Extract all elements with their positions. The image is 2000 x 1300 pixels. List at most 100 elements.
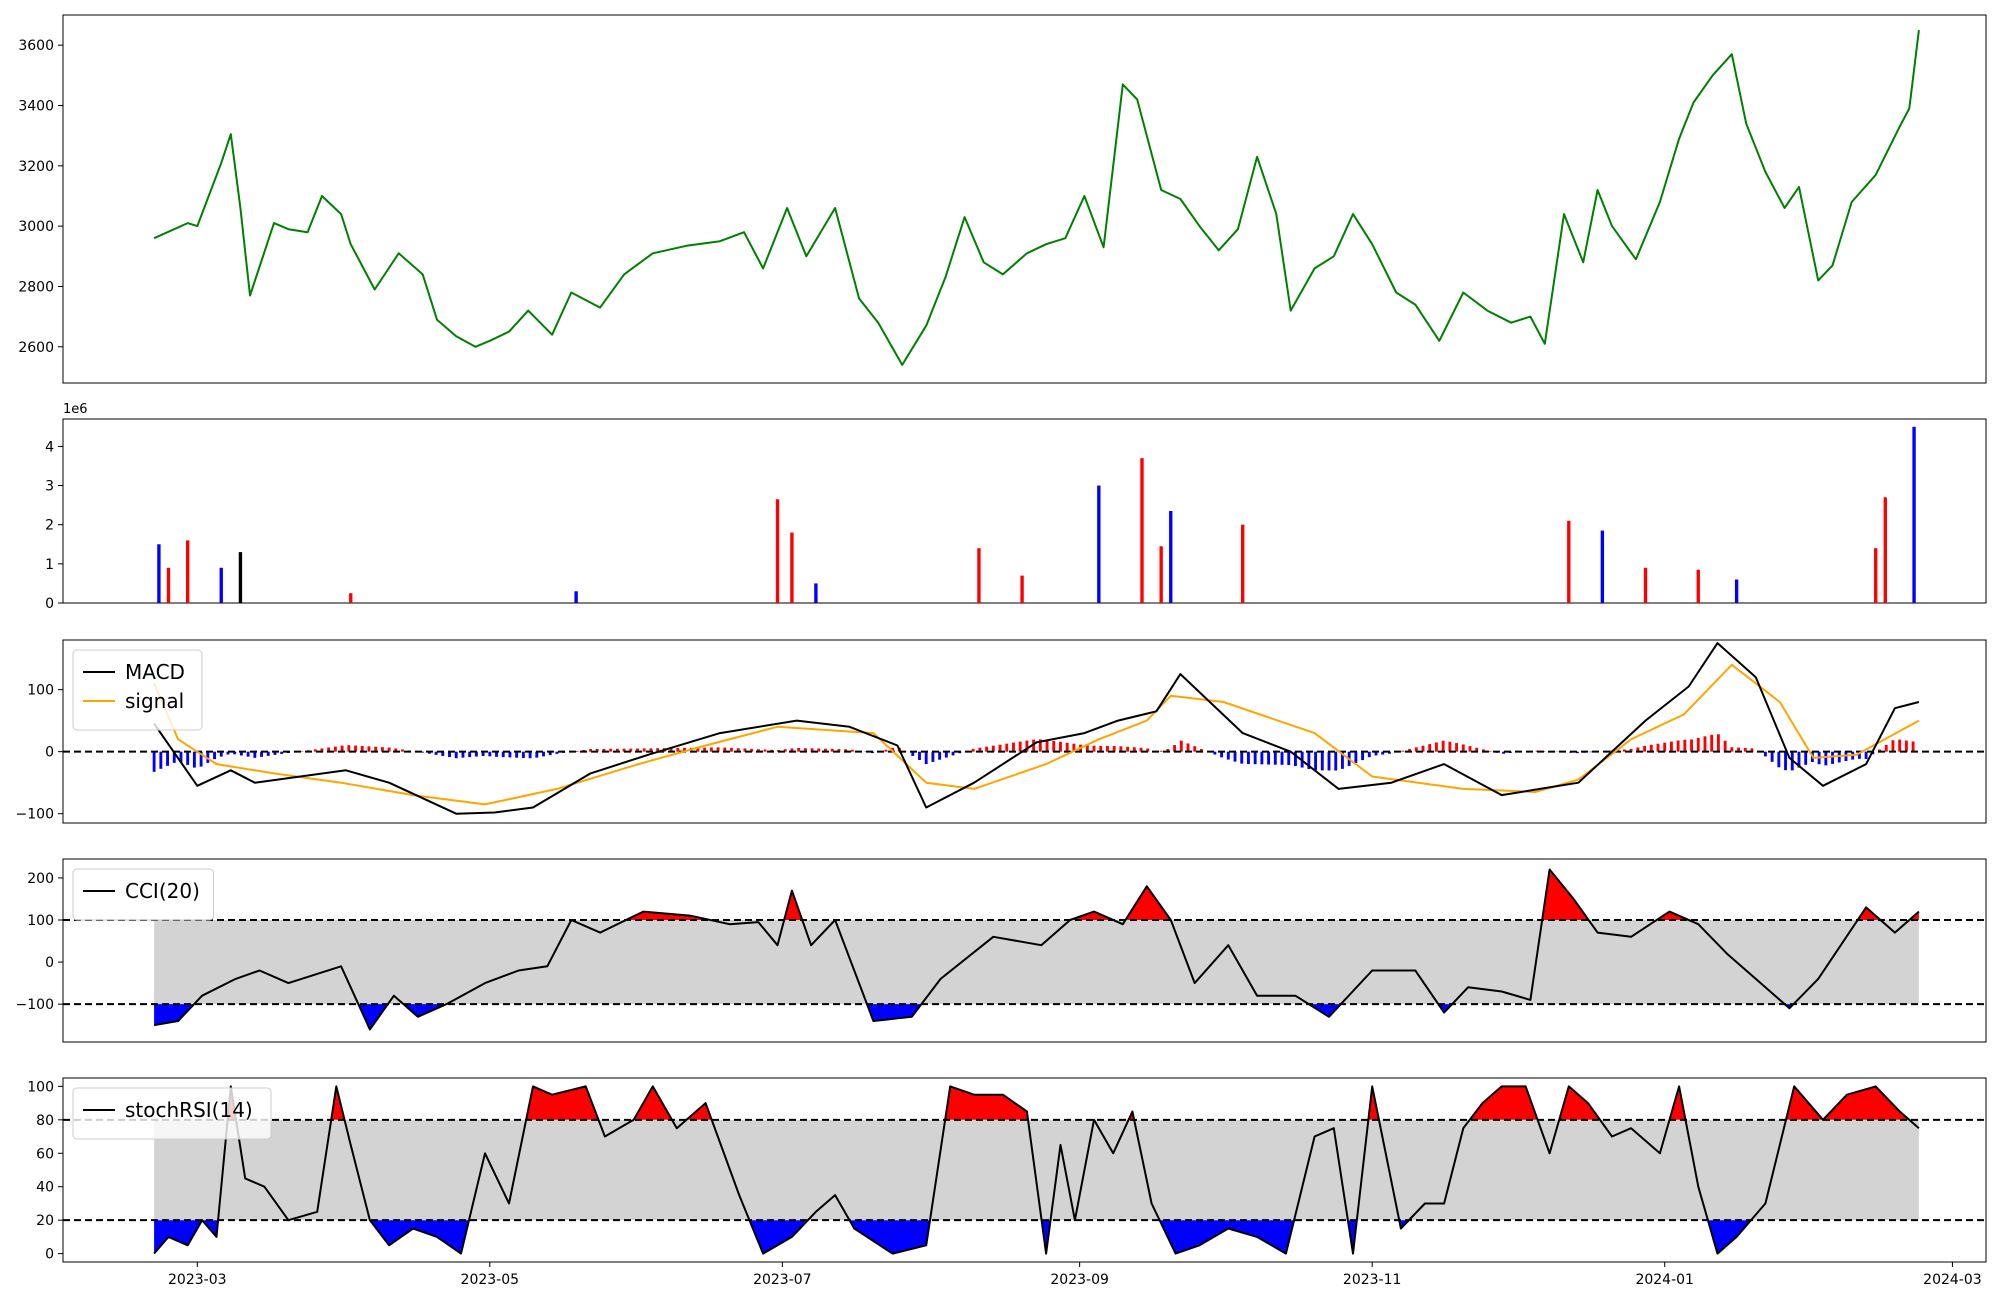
macd-histogram-bar	[931, 751, 935, 762]
macd-histogram-bar	[495, 751, 498, 757]
cci-overbought-fill	[784, 890, 803, 920]
volume-bar	[1159, 546, 1163, 603]
x-tick-label: 2024-01	[1635, 1272, 1694, 1288]
macd-histogram-bar	[1784, 751, 1787, 771]
macd-histogram-bar	[1434, 742, 1438, 752]
stochrsi-overbought-fill	[1786, 1086, 1910, 1120]
macd-histogram-bar	[703, 747, 707, 752]
macd-histogram-bar	[501, 751, 505, 758]
macd-histogram-bar	[152, 751, 156, 772]
macd-histogram-bar	[575, 750, 579, 752]
macd-histogram-bar	[924, 751, 928, 765]
macd-histogram-bar	[1045, 740, 1049, 752]
macd-histogram-bar	[1804, 751, 1808, 765]
macd-histogram-bar	[918, 751, 921, 760]
macd-histogram-bar	[1059, 741, 1062, 752]
macd-histogram-bar	[1367, 751, 1371, 758]
macd-histogram-bar	[844, 749, 848, 752]
macd-histogram-bar	[1421, 745, 1425, 752]
y-tick-label: 1	[45, 557, 54, 573]
macd-histogram-bar	[830, 748, 834, 752]
macd-histogram-bar	[636, 748, 639, 752]
volume-bar	[157, 544, 161, 603]
macd-histogram-bar	[1676, 740, 1680, 752]
macd-histogram-bar	[1857, 751, 1861, 759]
macd-histogram-bar	[971, 748, 975, 752]
macd-histogram-bar	[374, 746, 378, 752]
macd-histogram-bar	[797, 747, 801, 752]
macd-histogram-bar	[206, 751, 210, 763]
macd-histogram-bar	[380, 747, 384, 752]
legend-label: MACD	[125, 660, 185, 684]
macd-histogram-bar	[1179, 740, 1183, 752]
macd-histogram-bar	[360, 745, 364, 752]
macd-histogram-bar	[730, 747, 733, 752]
volume-bar	[1643, 567, 1648, 603]
volume-bar	[1140, 458, 1144, 603]
macd-histogram-bar	[347, 745, 351, 752]
cci-band	[154, 920, 1919, 1005]
volume-bar	[349, 593, 353, 603]
macd-histogram-bar	[716, 747, 720, 752]
macd-histogram-bar	[1307, 751, 1311, 770]
stochrsi-oversold-fill	[369, 1220, 469, 1254]
y-tick-label: 80	[36, 1113, 54, 1129]
macd-histogram-bar	[1005, 743, 1009, 752]
macd-histogram-bar	[1777, 751, 1781, 768]
volume-bar	[166, 567, 171, 603]
macd-histogram-bar	[1267, 751, 1271, 765]
cci-oversold-fill	[1308, 1004, 1341, 1017]
macd-histogram-bar	[1589, 751, 1593, 753]
macd-histogram-bar	[1743, 747, 1747, 752]
macd-histogram-bar	[1904, 740, 1908, 752]
macd-histogram-bar	[192, 751, 196, 768]
macd-histogram-bar	[226, 751, 230, 755]
macd-histogram-bar	[1636, 747, 1640, 752]
volume-bar	[814, 583, 818, 603]
macd-histogram-bar	[629, 748, 633, 752]
macd-histogram-bar	[1273, 751, 1277, 765]
macd-histogram-bar	[649, 748, 653, 752]
macd-histogram-bar	[1173, 745, 1177, 752]
stochrsi-overbought-fill	[331, 1086, 345, 1120]
volume-bar	[1097, 485, 1101, 603]
stochrsi-oversold-fill	[749, 1220, 808, 1254]
macd-histogram-bar	[602, 748, 606, 752]
macd-histogram-bar	[696, 747, 700, 752]
macd-histogram-bar	[1038, 739, 1042, 752]
macd-histogram-bar	[461, 751, 465, 758]
macd-histogram-bar	[763, 749, 767, 752]
macd-histogram-bar	[1092, 745, 1096, 752]
macd-histogram-bar	[850, 749, 854, 752]
volume-bar	[1169, 511, 1173, 603]
y-tick-label: 100	[27, 683, 54, 699]
macd-histogram-bar	[1488, 751, 1492, 752]
volume-bar	[1020, 575, 1024, 603]
macd-histogram-bar	[1253, 751, 1257, 765]
macd-histogram-bar	[481, 751, 485, 757]
macd-histogram-bar	[333, 746, 337, 752]
macd-histogram-bar	[1233, 751, 1237, 762]
panel-frame	[62, 639, 1987, 824]
volume-bar	[1734, 579, 1739, 603]
macd-histogram-bar	[817, 748, 821, 752]
macd-histogram-bar	[179, 751, 183, 763]
macd-histogram-bar	[1703, 736, 1707, 752]
macd-histogram-bar	[1213, 751, 1217, 755]
y-tick-label: 0	[45, 955, 54, 971]
macd-histogram-bar	[1085, 745, 1089, 752]
macd-histogram-bar	[1656, 743, 1660, 752]
macd-histogram-bar	[367, 746, 371, 752]
macd-histogram-bar	[1072, 743, 1076, 752]
stochrsi-oversold-fill	[1041, 1220, 1051, 1254]
volume-bar	[574, 591, 578, 603]
macd-histogram-bar	[441, 751, 445, 756]
stochrsi-overbought-fill	[1559, 1086, 1600, 1120]
volume-bar	[1912, 426, 1916, 603]
macd-histogram-bar	[1663, 742, 1667, 752]
macd-histogram-bar	[521, 751, 525, 758]
macd-histogram-bar	[1428, 744, 1432, 752]
macd-histogram-bar	[1200, 748, 1203, 752]
y-tick-label: 0	[45, 596, 54, 612]
legend-box	[72, 649, 203, 731]
